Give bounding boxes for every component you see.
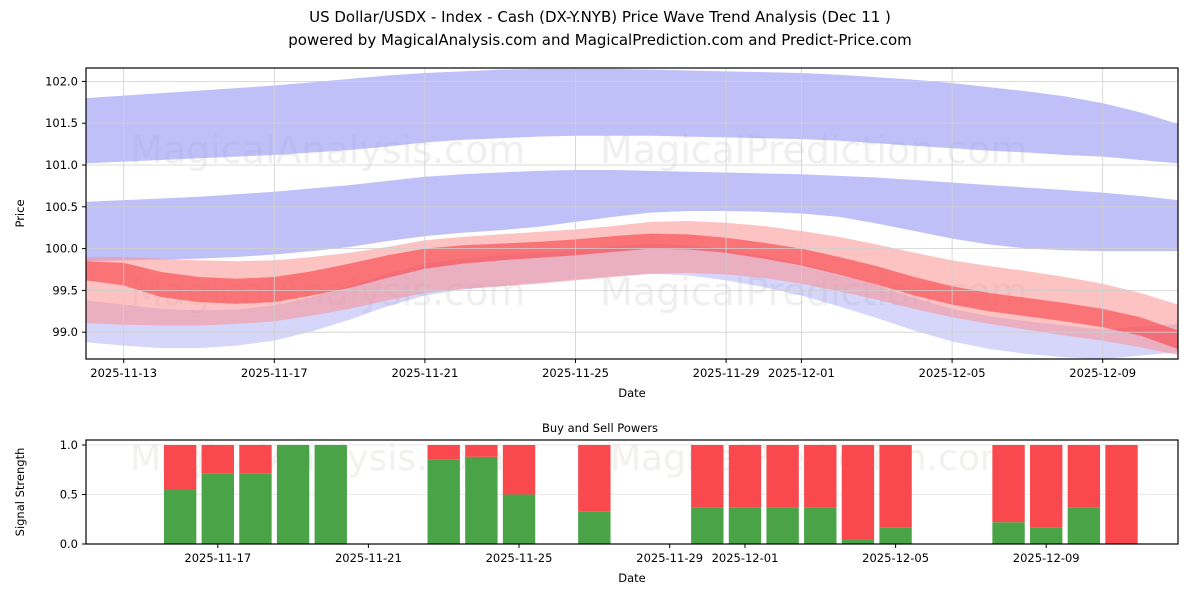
bar-sell-power: [163, 444, 197, 490]
upper-blue-band: [86, 68, 1178, 164]
y-axis-label: Price: [13, 199, 27, 227]
y-tick-label: 0.0: [60, 537, 78, 551]
bar-sell-power: [691, 444, 724, 508]
bar-sell-power: [427, 444, 460, 460]
x-tick-label: 2025-11-21: [335, 551, 402, 565]
bar-buy-power: [276, 444, 310, 544]
price-gridlines: [86, 68, 1178, 359]
bar-buy-power: [766, 507, 799, 544]
bar-buy-power: [239, 473, 272, 544]
bar-buy-power: [427, 459, 460, 544]
x-axis-label: Date: [618, 571, 646, 585]
powers-bars: [163, 444, 1138, 544]
y-tick-label: 99.0: [52, 325, 78, 339]
powers-axis: 0.0 0.5 1.0 2025-11-17 2025-11-21 2025-11-25 2…: [13, 438, 1080, 585]
x-tick-label: 2025-11-17: [184, 551, 251, 565]
x-tick-label: 2025-11-13: [90, 366, 157, 380]
bar-buy-power: [1067, 507, 1101, 544]
bar-sell-power: [502, 444, 536, 495]
x-tick-label: 2025-12-05: [862, 551, 929, 565]
bar-sell-power: [992, 444, 1025, 523]
bar-sell-power: [766, 444, 799, 508]
bar-sell-power: [728, 444, 762, 508]
y-tick-label: 102.0: [45, 74, 78, 88]
bar-sell-power: [1030, 444, 1063, 528]
price-axis: 99.0 99.5 100.0 100.5 101.0 101.5 102.0 2025-11…: [13, 74, 1136, 400]
x-tick-label: 2025-11-25: [542, 366, 609, 380]
bar-sell-power: [1067, 444, 1101, 508]
powers-chart-title: Buy and Sell Powers: [542, 421, 658, 435]
bar-buy-power: [502, 494, 536, 544]
x-tick-label: 2025-12-05: [919, 366, 986, 380]
y-tick-label: 101.0: [45, 158, 78, 172]
x-tick-label: 2025-11-29: [693, 366, 760, 380]
y-tick-label: 100.0: [45, 242, 78, 256]
x-tick-label: 2025-11-17: [241, 366, 308, 380]
bar-sell-power: [201, 444, 234, 474]
light-red-band: [86, 221, 1178, 355]
bar-sell-power: [879, 444, 912, 528]
bar-sell-power: [804, 444, 837, 508]
x-tick-label: 2025-12-09: [1069, 366, 1136, 380]
bar-buy-power: [1030, 527, 1063, 544]
bar-sell-power: [1105, 444, 1138, 544]
mid-blue-band: [86, 170, 1178, 262]
x-tick-label: 2025-12-09: [1013, 551, 1080, 565]
y-tick-label: 101.5: [45, 116, 78, 130]
y-tick-label: 100.5: [45, 200, 78, 214]
x-tick-label: 2025-11-25: [486, 551, 553, 565]
bar-sell-power: [239, 444, 272, 474]
x-tick-label: 2025-11-21: [391, 366, 458, 380]
bar-sell-power: [841, 444, 875, 540]
page-subtitle: powered by MagicalAnalysis.com and Magic…: [288, 31, 912, 49]
bar-buy-power: [879, 527, 912, 544]
bar-sell-power: [465, 444, 498, 457]
bar-buy-power: [201, 473, 234, 544]
bar-buy-power: [992, 522, 1025, 544]
page-title: US Dollar/USDX - Index - Cash (DX-Y.NYB)…: [309, 8, 891, 26]
strong-red-band: [86, 233, 1178, 349]
bar-buy-power: [804, 507, 837, 544]
y-tick-label: 99.5: [52, 283, 78, 297]
price-chart-panel: MagicalAnalysis.comMagicalPrediction.com…: [13, 67, 1179, 400]
bar-buy-power: [465, 456, 498, 544]
y-tick-label: 1.0: [60, 438, 78, 452]
bar-buy-power: [314, 444, 347, 544]
powers-chart-panel: Buy and Sell PowersMagicalAnalysis.comMa…: [13, 421, 1179, 585]
bar-sell-power: [578, 444, 611, 512]
price-bands: [86, 68, 1178, 359]
powers-plot-frame: [85, 439, 1179, 545]
x-tick-label: 2025-12-01: [712, 551, 779, 565]
bar-buy-power: [841, 539, 875, 544]
bar-buy-power: [578, 511, 611, 544]
x-axis-label: Date: [618, 386, 646, 400]
x-tick-label: 2025-11-29: [636, 551, 703, 565]
price-plot-frame: [85, 67, 1179, 360]
y-tick-label: 0.5: [60, 488, 78, 502]
bar-buy-power: [691, 507, 724, 544]
y-axis-label: Signal Strength: [13, 448, 27, 537]
bar-buy-power: [728, 507, 762, 544]
bar-buy-power: [163, 489, 197, 544]
x-tick-label: 2025-12-01: [768, 366, 835, 380]
